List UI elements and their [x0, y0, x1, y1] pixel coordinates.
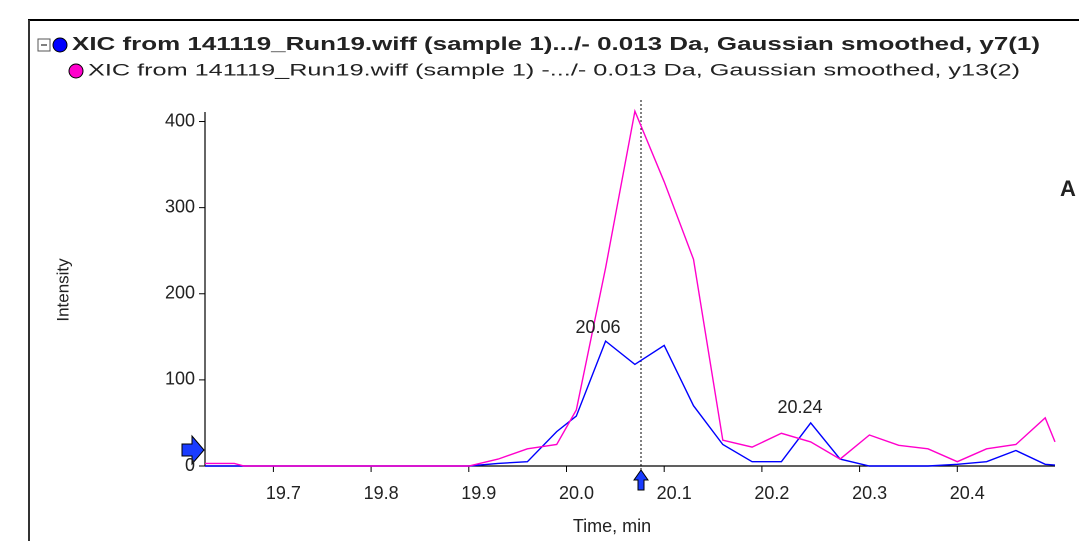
x-tick-label: 19.8	[364, 483, 399, 503]
left-arrow	[181, 434, 205, 466]
legend-marker	[52, 37, 68, 53]
peak-label: 20.24	[777, 397, 822, 417]
x-axis-title: Time, min	[573, 516, 651, 536]
bottom-arrow	[633, 469, 649, 491]
y-tick-label: 200	[165, 283, 195, 303]
y-axis-title: Intensity	[53, 258, 72, 322]
x-tick-label: 20.3	[852, 483, 887, 503]
peak-label: 20.06	[575, 317, 620, 337]
x-tick-label: 19.7	[266, 483, 301, 503]
legend-entry: XIC from 141119_Run19.wiff (sample 1) -.…	[88, 60, 1020, 79]
series-line	[205, 108, 1056, 467]
x-tick-label: 20.4	[950, 483, 985, 503]
x-tick-label: 20.1	[657, 483, 692, 503]
panel-label: A	[1060, 176, 1076, 201]
legend-entry: XIC from 141119_Run19.wiff (sample 1)...…	[72, 34, 1040, 54]
y-tick-label: 400	[165, 110, 195, 130]
x-tick-label: 19.9	[461, 483, 496, 503]
x-tick-label: 20.2	[754, 483, 789, 503]
x-tick-label: 20.0	[559, 483, 594, 503]
y-tick-label: 0	[185, 455, 195, 475]
y-tick-label: 300	[165, 196, 195, 216]
series-line	[205, 339, 1056, 467]
legend-marker	[68, 63, 84, 79]
y-tick-label: 100	[165, 369, 195, 389]
